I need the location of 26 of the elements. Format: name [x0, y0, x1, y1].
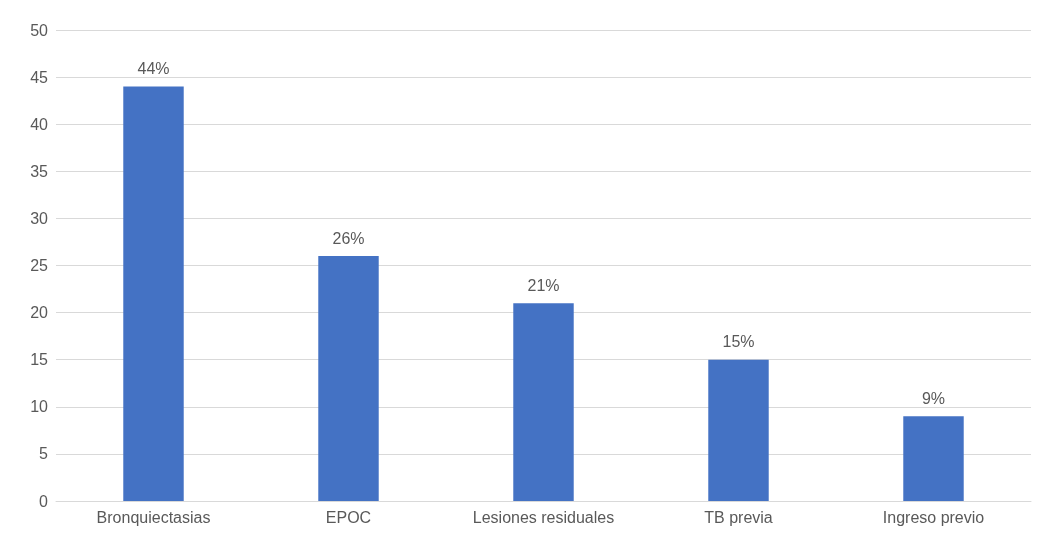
data-label: 9%: [921, 389, 946, 407]
y-tick-label: 5: [39, 445, 49, 463]
y-tick-label: 35: [30, 162, 49, 180]
data-label: 15%: [722, 333, 755, 351]
bar: [318, 256, 379, 501]
y-tick-label: 15: [30, 351, 49, 369]
y-tick-label: 50: [30, 21, 49, 39]
bar: [903, 416, 964, 501]
x-tick-label: TB previa: [704, 508, 773, 526]
bar: [708, 359, 769, 501]
bar: [123, 86, 184, 501]
y-tick-label: 40: [30, 115, 49, 133]
y-tick-label: 45: [30, 68, 49, 86]
data-label: 26%: [332, 229, 365, 247]
y-tick-label: 25: [30, 257, 49, 274]
x-tick-label: Bronquiectasias: [96, 508, 211, 526]
y-tick-label: 30: [30, 209, 49, 227]
y-tick-label: 20: [30, 304, 49, 322]
x-tick-label: Ingreso previo: [882, 508, 985, 526]
y-tick-label: 10: [30, 398, 49, 416]
bar: [513, 303, 574, 501]
data-label: 21%: [527, 276, 560, 294]
x-tick-label: Lesiones residuales: [472, 508, 615, 526]
x-tick-label: EPOC: [325, 508, 372, 526]
data-label: 44%: [137, 60, 170, 78]
y-tick-label: 0: [39, 492, 49, 510]
